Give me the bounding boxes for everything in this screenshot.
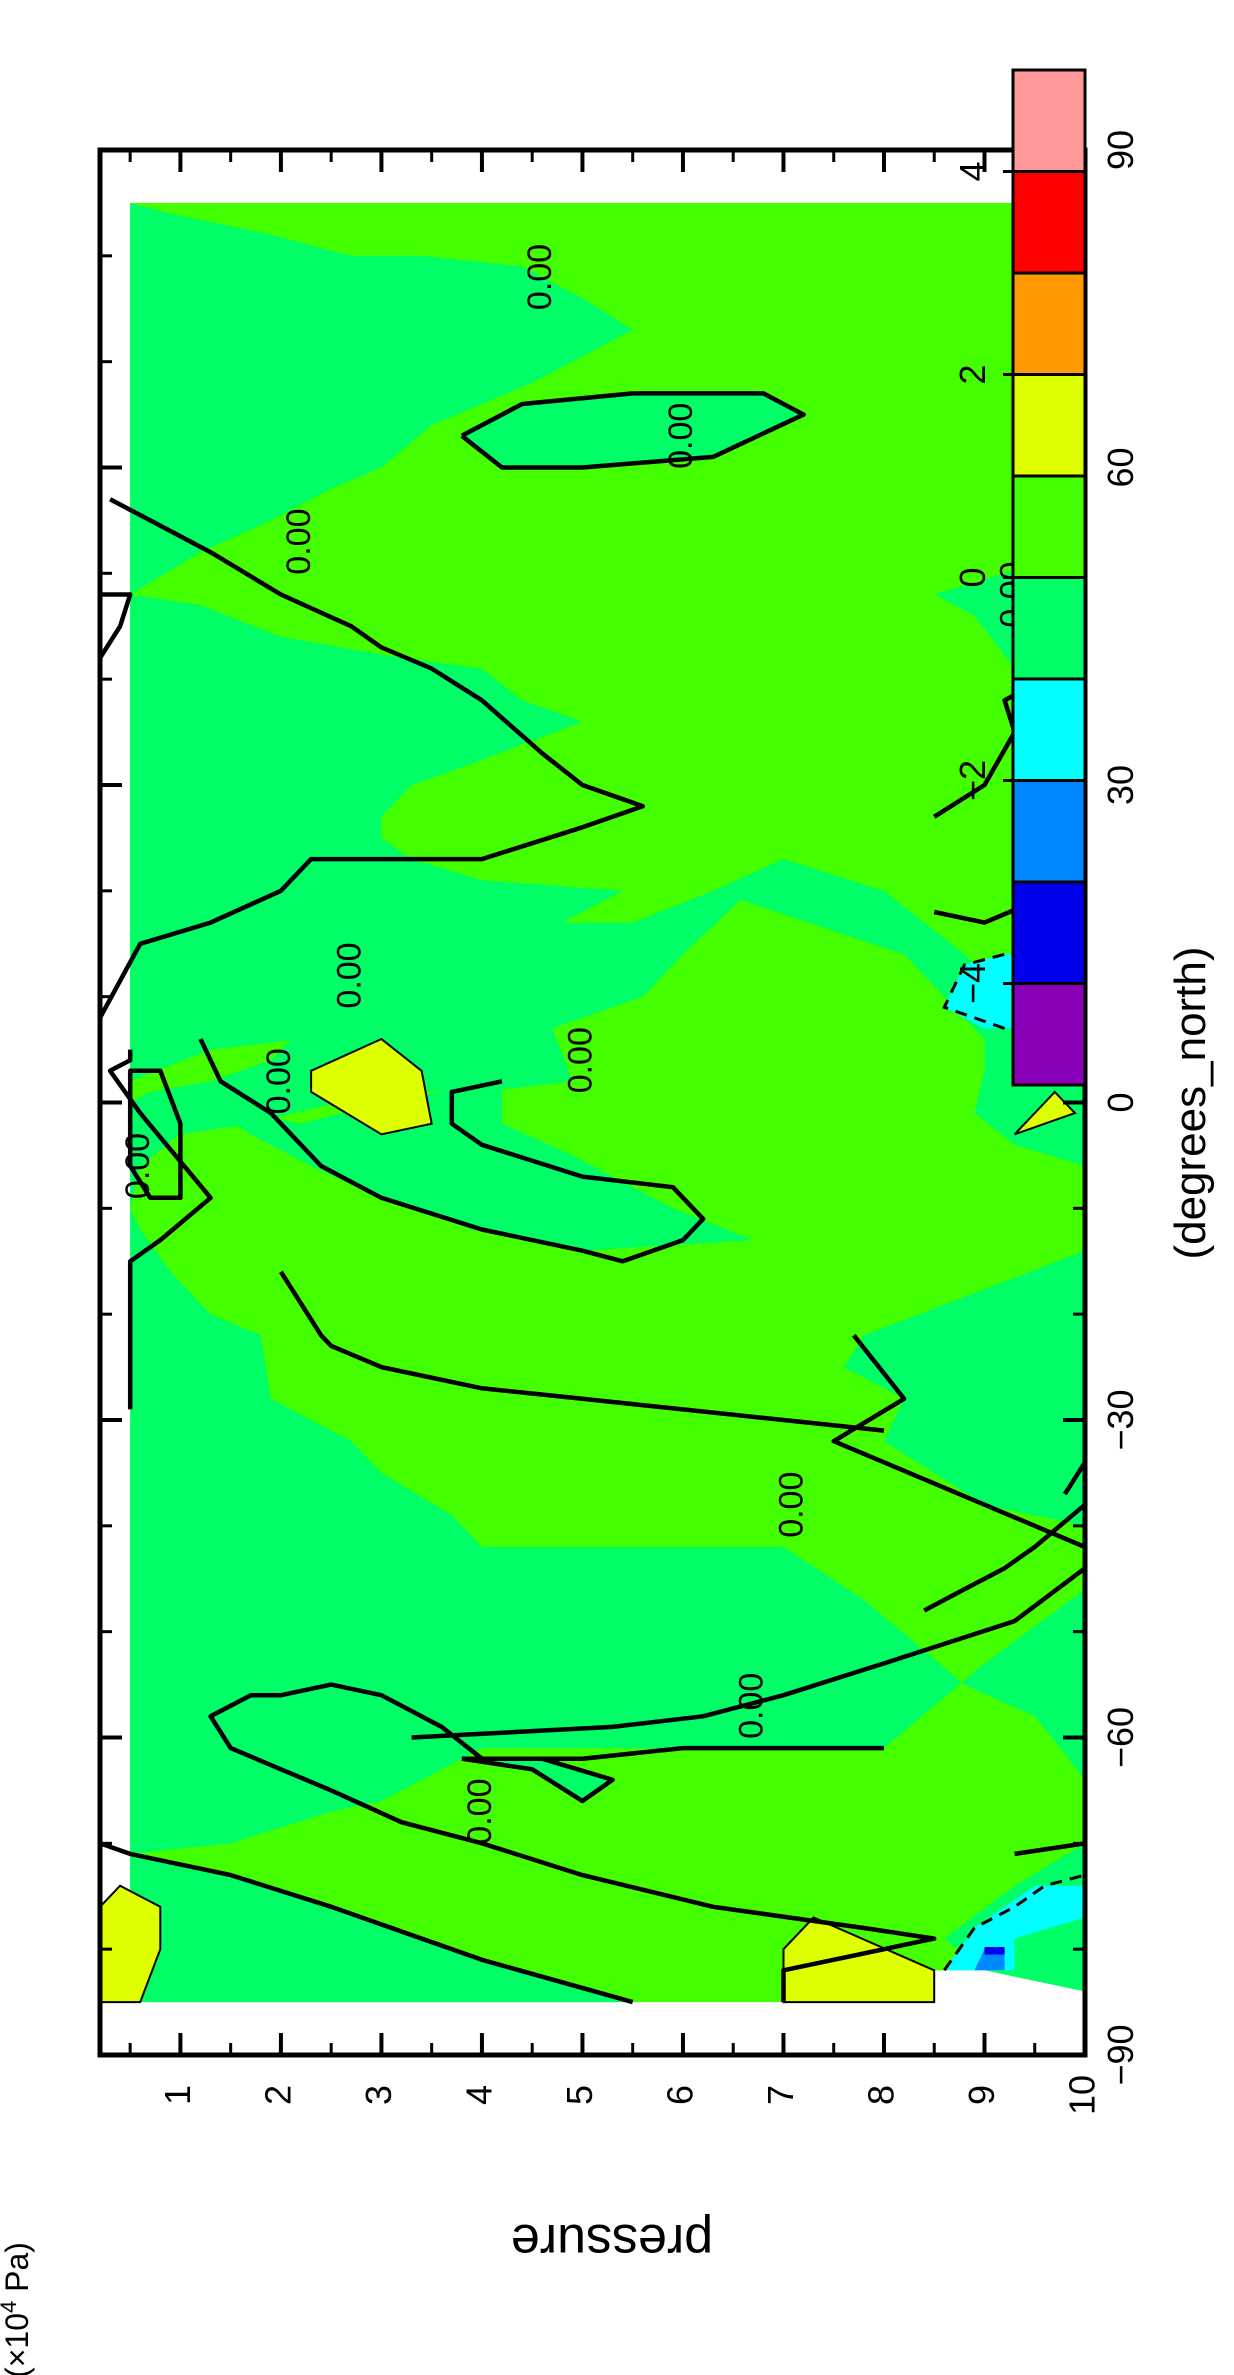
y-tick-label: 3 [358, 2085, 399, 2105]
contour-region-negative [461, 393, 804, 468]
y-tick-label: 8 [861, 2085, 902, 2105]
colorbar-swatch [1011, 576, 1087, 681]
contour-region-positive [310, 1037, 433, 1136]
contour-label: 0.00 [561, 1027, 599, 1093]
contour-line-negative [942, 942, 1085, 1030]
contour-label: 0.00 [330, 942, 368, 1008]
contour-region-negative [130, 859, 784, 1209]
colorbar-swatch [1011, 68, 1087, 173]
contour-region-negative [130, 202, 633, 595]
x-tick-label: −30 [1100, 1389, 1141, 1450]
colorbar-swatch [1011, 880, 1087, 985]
y-tick-label: 4 [458, 2085, 499, 2105]
contour-region-cyan [944, 1885, 1085, 1971]
contour-region-positive [100, 1884, 162, 2004]
contour-line-zero [100, 1841, 634, 2005]
colorbar-swatch [1011, 982, 1087, 1087]
contour-line-closed [460, 391, 806, 470]
contour-line-zero [198, 1038, 583, 1253]
y-axis-title: pressure [511, 2213, 713, 2271]
x-axis-title: (degrees_north) [1166, 946, 1215, 1259]
x-tick-label: 60 [1100, 447, 1141, 487]
colorbar-swatch [1011, 170, 1087, 275]
colorbar: 4 2 0 −2 −4 [952, 68, 1087, 1087]
colorbar-swatch [1011, 373, 1087, 478]
y-tick-label: 5 [559, 2085, 600, 2105]
contour-line-zero [831, 1333, 1085, 1550]
y-tick-label: 7 [760, 2085, 801, 2105]
contour-labels: 0.00 0.00 0.00 0.00 0.00 0.00 0.00 0.00 0.00 0.00… [119, 244, 1031, 1845]
colorbar-swatch [1011, 779, 1087, 884]
y-tick-label: 2 [257, 2085, 298, 2105]
contour-line-zero [100, 497, 646, 1019]
contour-line-negative [943, 1873, 1085, 1972]
contour-line-zero [1014, 1841, 1085, 1857]
contour-label: 0.00 [662, 403, 700, 469]
contour-line-zero [449, 1079, 706, 1264]
plot-area: 0.00 0.00 0.00 0.00 0.00 0.00 0.00 0.00 0.00 0.00… [97, 130, 1141, 2115]
y-axis-unit: (×104 Pa) [0, 2242, 35, 2375]
colorbar-tick-label: −2 [952, 760, 993, 801]
contour-line-zero [107, 1049, 213, 1410]
contour-region-negative [130, 1853, 633, 2003]
contour-fills [100, 202, 1085, 2055]
colorbar-tick-label: −4 [952, 963, 993, 1004]
x-tick-label: −90 [1100, 2024, 1141, 2085]
y-tick-label: 10 [1062, 2075, 1103, 2115]
contour-line-closed [127, 1068, 183, 1201]
contour-label: 0.00 [119, 1133, 157, 1199]
contour-label: 0.00 [521, 244, 559, 310]
colorbar-swatch [1011, 271, 1087, 376]
contour-line-closed [100, 592, 133, 660]
x-tick-label: 0 [1100, 1092, 1141, 1112]
colorbar-tick-label: 2 [952, 364, 993, 384]
contour-region-darkblue [984, 1947, 1005, 1955]
contour-label: 0.00 [461, 1779, 499, 1845]
y-tick-label: 9 [961, 2085, 1002, 2105]
colorbar-tick-label: 0 [952, 567, 993, 587]
colorbar-tick-label: 4 [952, 161, 993, 181]
y-tick-label: 1 [157, 2085, 198, 2105]
contour-label: 0.00 [260, 1048, 298, 1114]
contour-region-negative [200, 1081, 754, 1251]
contour-label: 0.00 [772, 1472, 810, 1538]
colorbar-swatch [1011, 677, 1087, 782]
contour-line-zero [278, 1270, 885, 1433]
contour-line-zero [411, 1566, 1085, 1740]
contour-line-zero [1062, 1461, 1085, 1496]
contour-region-negative [250, 1134, 583, 1251]
x-tick-label: 90 [1100, 130, 1141, 170]
contour-label: 0.00 [280, 509, 318, 575]
colorbar-swatch [1011, 474, 1087, 579]
x-tick-label: −60 [1100, 1707, 1141, 1768]
contour-line-closed [461, 1756, 615, 1804]
contour-region-negative [130, 859, 1085, 1992]
x-tick-label: 30 [1100, 765, 1141, 805]
contour-label: 0.00 [732, 1673, 770, 1739]
y-tick-label: 6 [660, 2085, 701, 2105]
